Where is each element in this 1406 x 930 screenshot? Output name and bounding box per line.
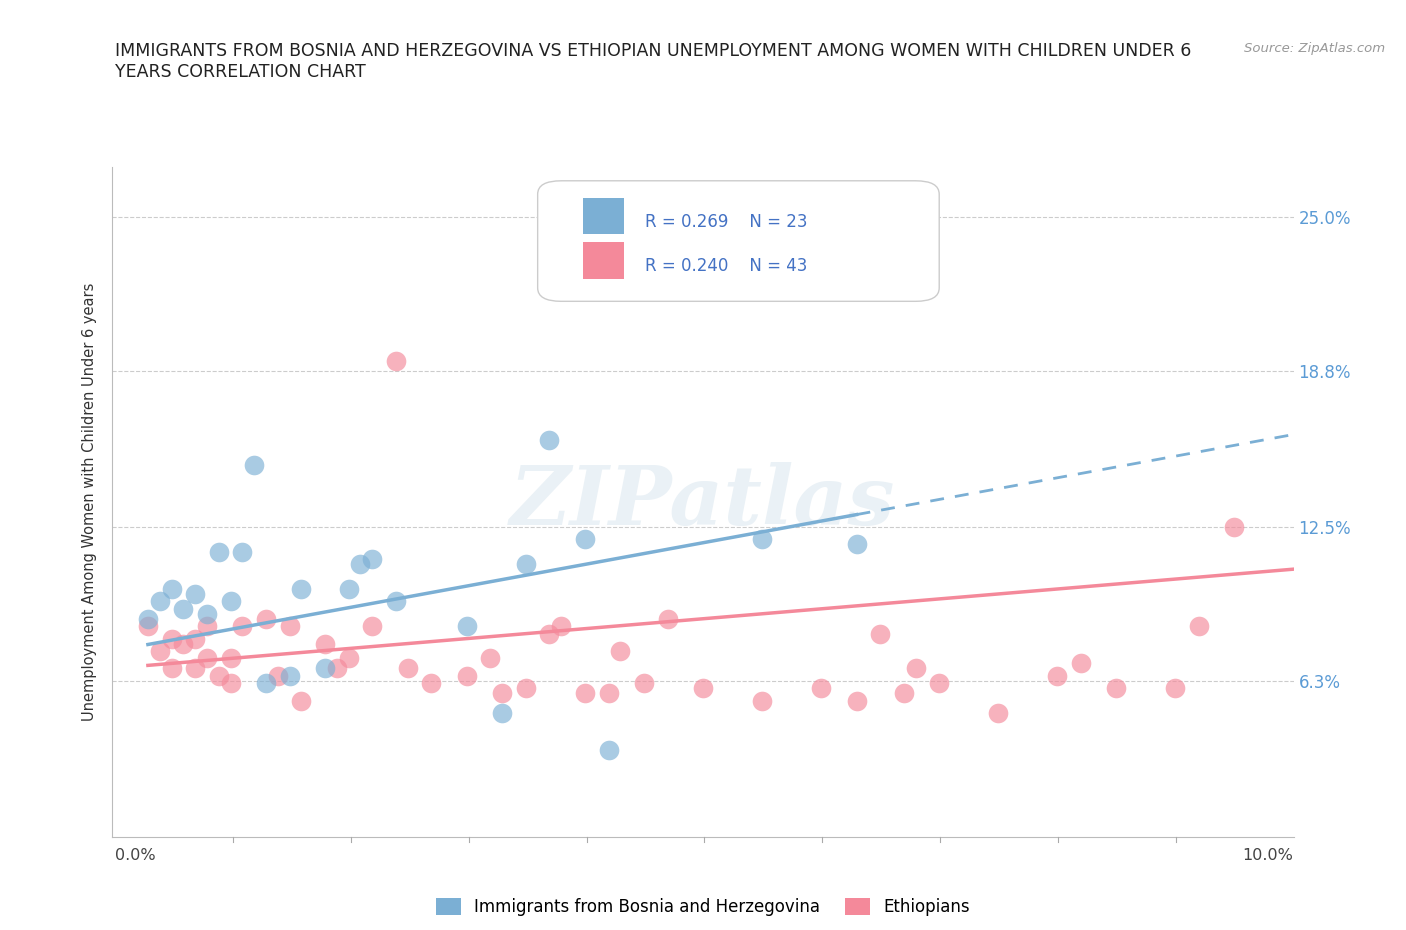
Point bbox=[160, 661, 183, 676]
Text: 10.0%: 10.0% bbox=[1243, 848, 1294, 863]
Text: Source: ZipAtlas.com: Source: ZipAtlas.com bbox=[1244, 42, 1385, 55]
Point bbox=[692, 681, 714, 696]
Point bbox=[396, 661, 419, 676]
Point bbox=[208, 669, 231, 684]
Point bbox=[290, 581, 312, 596]
Point bbox=[243, 458, 266, 472]
Point bbox=[361, 551, 384, 566]
Point bbox=[1164, 681, 1187, 696]
Point bbox=[337, 581, 360, 596]
Legend: Immigrants from Bosnia and Herzegovina, Ethiopians: Immigrants from Bosnia and Herzegovina, … bbox=[429, 891, 977, 923]
Point bbox=[337, 651, 360, 666]
Point bbox=[219, 676, 242, 691]
Point bbox=[326, 661, 349, 676]
Point bbox=[208, 544, 231, 559]
Point bbox=[278, 669, 301, 684]
Point bbox=[574, 685, 596, 700]
Point bbox=[1046, 669, 1069, 684]
Point bbox=[845, 537, 868, 551]
Point bbox=[136, 611, 159, 626]
Point bbox=[349, 557, 371, 572]
Point bbox=[538, 626, 561, 641]
Point bbox=[278, 618, 301, 633]
Point bbox=[184, 661, 207, 676]
FancyBboxPatch shape bbox=[582, 242, 624, 279]
Point bbox=[609, 644, 631, 658]
Point bbox=[195, 651, 218, 666]
Point bbox=[420, 676, 443, 691]
Point bbox=[538, 432, 561, 447]
Point bbox=[219, 594, 242, 609]
Point bbox=[633, 676, 655, 691]
Point bbox=[810, 681, 832, 696]
Point bbox=[1223, 520, 1246, 535]
Point bbox=[845, 693, 868, 708]
Point bbox=[219, 651, 242, 666]
Point bbox=[1188, 618, 1211, 633]
Point bbox=[231, 618, 253, 633]
Point bbox=[657, 611, 679, 626]
Point bbox=[361, 618, 384, 633]
Point bbox=[491, 706, 513, 721]
Point bbox=[550, 618, 572, 633]
Point bbox=[385, 594, 408, 609]
Y-axis label: Unemployment Among Women with Children Under 6 years: Unemployment Among Women with Children U… bbox=[82, 283, 97, 722]
Text: YEARS CORRELATION CHART: YEARS CORRELATION CHART bbox=[115, 63, 366, 81]
Point bbox=[456, 618, 478, 633]
Text: 0.0%: 0.0% bbox=[115, 848, 156, 863]
Point bbox=[893, 685, 915, 700]
Point bbox=[456, 669, 478, 684]
Point bbox=[479, 651, 502, 666]
Point bbox=[172, 636, 194, 651]
Point bbox=[254, 611, 277, 626]
Point bbox=[160, 631, 183, 646]
Point bbox=[751, 532, 773, 547]
Point bbox=[385, 353, 408, 368]
Point bbox=[195, 618, 218, 633]
Point bbox=[136, 618, 159, 633]
FancyBboxPatch shape bbox=[582, 198, 624, 234]
Text: R = 0.269    N = 23: R = 0.269 N = 23 bbox=[645, 213, 807, 231]
Point bbox=[184, 631, 207, 646]
Point bbox=[267, 669, 290, 684]
Point bbox=[290, 693, 312, 708]
Point bbox=[160, 581, 183, 596]
Point bbox=[172, 602, 194, 617]
Point bbox=[231, 544, 253, 559]
Point bbox=[928, 676, 950, 691]
Point bbox=[491, 685, 513, 700]
Text: ZIPatlas: ZIPatlas bbox=[510, 462, 896, 542]
Point bbox=[1070, 656, 1092, 671]
Point bbox=[869, 626, 891, 641]
Point bbox=[904, 661, 927, 676]
Point bbox=[149, 644, 172, 658]
Point bbox=[254, 676, 277, 691]
Point bbox=[574, 532, 596, 547]
Point bbox=[1105, 681, 1128, 696]
Point bbox=[515, 557, 537, 572]
Point bbox=[314, 661, 336, 676]
Text: R = 0.240    N = 43: R = 0.240 N = 43 bbox=[645, 257, 807, 274]
Point bbox=[184, 587, 207, 602]
Point bbox=[195, 606, 218, 621]
Point bbox=[598, 743, 620, 758]
Point bbox=[987, 706, 1010, 721]
Point bbox=[314, 636, 336, 651]
Text: IMMIGRANTS FROM BOSNIA AND HERZEGOVINA VS ETHIOPIAN UNEMPLOYMENT AMONG WOMEN WIT: IMMIGRANTS FROM BOSNIA AND HERZEGOVINA V… bbox=[115, 42, 1192, 60]
FancyBboxPatch shape bbox=[537, 180, 939, 301]
Point bbox=[515, 681, 537, 696]
Point bbox=[598, 685, 620, 700]
Point bbox=[751, 693, 773, 708]
Point bbox=[149, 594, 172, 609]
